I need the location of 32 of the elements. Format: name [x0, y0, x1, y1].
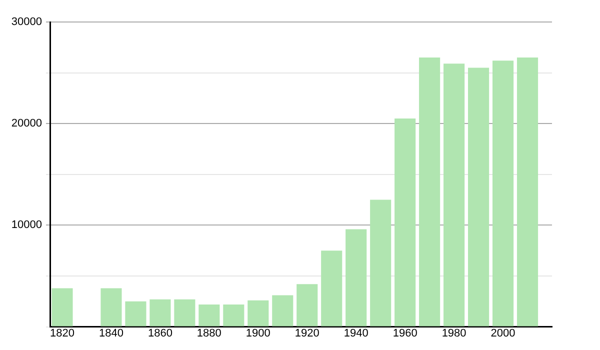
bar — [248, 300, 269, 326]
bar — [223, 304, 244, 326]
bar — [419, 58, 440, 326]
bar — [174, 299, 196, 326]
bar — [125, 301, 146, 326]
x-tick-label: 2000 — [490, 327, 516, 340]
x-tick-label: 1920 — [294, 327, 320, 340]
bar — [346, 229, 367, 326]
bar — [516, 58, 538, 326]
x-tick-label: 1900 — [246, 327, 270, 340]
x-tick-label: 1860 — [148, 327, 172, 340]
bar — [394, 118, 416, 326]
bar — [272, 295, 294, 326]
x-tick-label: 1820 — [50, 327, 74, 340]
bar — [370, 200, 392, 326]
y-tick-label: 30000 — [11, 16, 42, 28]
y-tick-label: 20000 — [11, 118, 42, 130]
bar — [321, 250, 342, 326]
bar — [52, 288, 73, 326]
y-tick-label: 10000 — [11, 219, 42, 232]
bar — [468, 68, 490, 326]
bar — [150, 299, 171, 326]
bar — [198, 304, 220, 326]
x-tick-label: 1880 — [196, 327, 222, 340]
x-tick-label: 1960 — [392, 327, 418, 340]
bar — [492, 60, 514, 326]
bar — [444, 64, 465, 326]
x-tick-label: 1940 — [344, 327, 368, 340]
x-tick-label: 1840 — [98, 327, 124, 340]
bar — [100, 288, 122, 326]
bar — [296, 284, 318, 326]
x-tick-label: 1980 — [442, 327, 466, 340]
